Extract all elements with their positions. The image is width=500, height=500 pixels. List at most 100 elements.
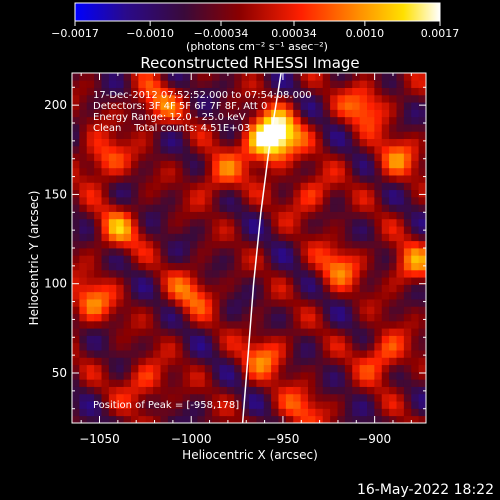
heatmap-cell (86, 109, 95, 118)
heatmap-cell (367, 145, 375, 154)
heatmap-cell (94, 153, 102, 161)
heatmap-cell (145, 342, 154, 351)
heatmap-cell (131, 218, 139, 227)
heatmap-cell (123, 196, 132, 205)
heatmap-cell (86, 255, 95, 263)
heatmap-cell (108, 87, 117, 96)
heatmap-cell (359, 379, 368, 387)
heatmap-cell (293, 393, 302, 402)
heatmap-cell (396, 189, 405, 198)
heatmap-cell (241, 189, 250, 198)
heatmap-cell (352, 226, 361, 234)
heatmap-cell (241, 124, 250, 132)
heatmap-cell (79, 371, 88, 380)
heatmap-cell (94, 233, 102, 242)
heatmap-cell (108, 255, 117, 263)
heatmap-cell (72, 240, 80, 249)
heatmap-cell (226, 175, 235, 183)
heatmap-cell (389, 342, 397, 351)
heatmap-cell (197, 189, 206, 198)
y-tick-label: 150 (44, 187, 67, 201)
heatmap-cell (72, 73, 80, 81)
heatmap-cell (182, 313, 191, 322)
heatmap-cell (278, 262, 287, 271)
heatmap-cell (138, 226, 147, 234)
heatmap-cell (418, 160, 426, 169)
heatmap-cell (293, 131, 302, 140)
heatmap-cell (300, 240, 309, 249)
heatmap-cell (226, 196, 235, 205)
heatmap-cell (411, 73, 420, 81)
heatmap-cell (219, 226, 228, 234)
heatmap-cell (278, 371, 287, 380)
heatmap-cell (204, 94, 213, 103)
heatmap-cell (337, 328, 346, 336)
heatmap-cell (308, 226, 316, 234)
heatmap-cell (330, 167, 338, 176)
heatmap-cell (145, 408, 154, 417)
heatmap-cell (153, 153, 161, 161)
heatmap-cell (131, 269, 139, 278)
heatmap-cell (79, 218, 88, 227)
heatmap-cell (167, 262, 176, 271)
heatmap-cell (175, 211, 184, 220)
heatmap-cell (160, 175, 169, 183)
heatmap-cell (308, 328, 316, 336)
heatmap-cell (108, 379, 117, 387)
heatmap-cell (374, 102, 383, 110)
heatmap-cell (293, 313, 302, 322)
heatmap-cell (219, 131, 228, 140)
heatmap-cell (352, 335, 361, 344)
heatmap-cell (359, 328, 368, 336)
heatmap-cell (374, 291, 383, 300)
heatmap-cell (330, 196, 338, 205)
heatmap-cell (418, 248, 426, 256)
heatmap-cell (352, 182, 361, 191)
heatmap-cell (175, 87, 184, 96)
heatmap-cell (212, 313, 220, 322)
heatmap-cell (219, 109, 228, 118)
heatmap-cell (263, 350, 272, 358)
heatmap-cell (411, 269, 420, 278)
heatmap-cell (212, 357, 220, 366)
heatmap-cell (234, 94, 243, 103)
heatmap-cell (86, 357, 95, 366)
heatmap-cell (263, 94, 272, 103)
heatmap-cell (79, 109, 88, 118)
heatmap-cell (337, 211, 346, 220)
heatmap-cell (145, 379, 154, 387)
heatmap-cell (123, 226, 132, 234)
heatmap-cell (315, 393, 324, 402)
heatmap-cell (108, 240, 117, 249)
heatmap-cell (204, 306, 213, 315)
heatmap-cell (396, 226, 405, 234)
heatmap-cell (108, 196, 117, 205)
heatmap-cell (153, 357, 161, 366)
heatmap-cell (212, 211, 220, 220)
colorbar-tick-label: 0.0010 (346, 27, 385, 40)
heatmap-cell (175, 240, 184, 249)
heatmap-cell (285, 226, 294, 234)
heatmap-cell (219, 94, 228, 103)
heatmap-cell (374, 204, 383, 212)
heatmap-cell (79, 299, 88, 307)
heatmap-cell (190, 109, 198, 118)
heatmap-cell (389, 240, 397, 249)
heatmap-cell (256, 401, 265, 409)
heatmap-cell (359, 196, 368, 205)
heatmap-cell (249, 226, 257, 234)
heatmap-cell (116, 248, 125, 256)
heatmap-cell (344, 320, 353, 329)
heatmap-cell (367, 255, 375, 263)
heatmap-cell (131, 226, 139, 234)
heatmap-cell (234, 116, 243, 125)
heatmap-cell (322, 109, 331, 118)
heatmap-cell (367, 371, 375, 380)
heatmap-cell (145, 371, 154, 380)
heatmap-cell (167, 211, 176, 220)
heatmap-cell (72, 415, 80, 423)
heatmap-cell (101, 262, 110, 271)
heatmap-cell (116, 320, 125, 329)
heatmap-cell (138, 364, 147, 373)
heatmap-cell (285, 328, 294, 336)
